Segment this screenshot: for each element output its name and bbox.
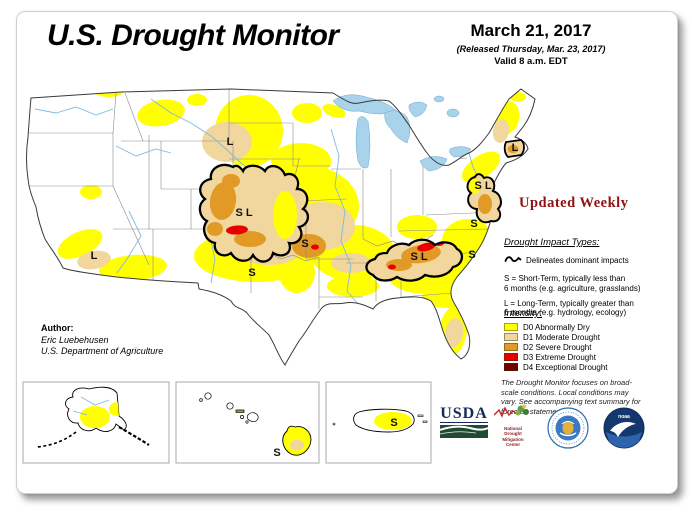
- drought-d3-layer: [311, 244, 319, 250]
- impact-label-connecticut: L: [512, 142, 519, 154]
- intensity-label-d3: D3 Extreme Drought: [523, 352, 596, 362]
- swatch-d1: [504, 333, 518, 341]
- usda-field-icon: [439, 425, 489, 438]
- intensity-level-d2: D2 Severe Drought: [504, 342, 676, 352]
- date-block: March 21, 2017 (Released Thursday, Mar. …: [441, 21, 621, 67]
- swatch-d0: [504, 323, 518, 331]
- swatch-d3: [504, 353, 518, 361]
- inset-hawaii: [199, 392, 312, 456]
- swatch-d2: [504, 343, 518, 351]
- long-term-definition: L = Long-Term, typically greater than 6 …: [504, 298, 634, 318]
- valid-time: Valid 8 a.m. EDT: [494, 56, 568, 67]
- intensity-label-d1: D1 Moderate Drought: [523, 332, 600, 342]
- impact-label-southeast: S L: [410, 251, 427, 263]
- impact-region-connecticut: [503, 139, 525, 158]
- great-lakes: [332, 94, 472, 172]
- ndmc-icon: [493, 404, 529, 418]
- usda-logo: USDA: [438, 405, 490, 444]
- author-org: U.S. Department of Agriculture: [41, 346, 164, 357]
- disclaimer-text: The Drought Monitor focuses on broad- sc…: [501, 378, 641, 416]
- impact-region-southeast: [365, 238, 464, 282]
- impact-outline-icon: [504, 251, 522, 269]
- impact-region-northeast: [466, 173, 502, 224]
- short-term-definition: S = Short-Term, typically less than 6 mo…: [504, 274, 641, 293]
- intensity-heading: Intensity:: [504, 308, 543, 319]
- impact-label-carolina-coast: S: [468, 249, 475, 261]
- usda-wordmark: USDA: [440, 405, 488, 423]
- noaa-logo: noaa: [603, 407, 645, 449]
- intensity-label-d4: D4 Exceptional Drought: [523, 362, 608, 372]
- intensity-level-d1: D1 Moderate Drought: [504, 332, 676, 342]
- impact-label-missouri-ozarks: S: [301, 238, 308, 250]
- updated-weekly-note: Updated Weekly: [519, 195, 629, 211]
- intensity-rows: D0 Abnormally Dry D1 Moderate Drought D2 S…: [504, 322, 676, 372]
- ndmc-logo: National Drought Mitigation Center: [493, 403, 533, 448]
- intensity-level-d0: D0 Abnormally Dry: [504, 322, 676, 332]
- swatch-d4: [504, 363, 518, 371]
- us-drought-map: L S L S S L S L S S S L L S S: [22, 88, 536, 464]
- impact-label-puerto-rico: S: [390, 417, 397, 429]
- impact-label-north-texas: S: [248, 267, 255, 279]
- impact-region-central-plains: [198, 163, 310, 263]
- commerce-seal: [547, 407, 589, 449]
- inset-puerto-rico: [332, 408, 428, 433]
- page-title: U.S. Drought Monitor: [47, 19, 339, 52]
- intensity-level-d3: D3 Extreme Drought: [504, 352, 676, 362]
- ndmc-name: National Drought Mitigation Center: [502, 426, 524, 448]
- impact-types-legend: Drought Impact Types: Delineates dominan…: [504, 237, 676, 318]
- impact-label-south-dakota: L: [227, 136, 234, 148]
- intensity-legend: Intensity: D0 Abnormally Dry D1 Moderate …: [504, 308, 676, 372]
- intensity-level-d4: D4 Exceptional Drought: [504, 362, 676, 372]
- impact-label-arizona: L: [91, 250, 98, 262]
- conus-outline: [26, 88, 536, 366]
- impact-label-central-plains: S L: [235, 207, 252, 219]
- delineates-label: Delineates dominant impacts: [526, 255, 629, 265]
- impact-types-heading: Drought Impact Types:: [504, 237, 600, 248]
- impact-label-northeast: S L: [474, 180, 491, 192]
- svg-text:noaa: noaa: [618, 414, 630, 420]
- inset-alaska: [36, 386, 150, 448]
- impact-label-hawaii: S: [273, 447, 280, 459]
- intensity-label-d2: D2 Severe Drought: [523, 342, 592, 352]
- author-name: Eric Luebehusen: [41, 334, 109, 345]
- intensity-label-d0: D0 Abnormally Dry: [523, 322, 590, 332]
- author-block: Author: Eric Luebehusen U.S. Department …: [41, 323, 163, 358]
- report-date: March 21, 2017: [470, 21, 592, 40]
- release-date: (Released Thursday, Mar. 23, 2017): [456, 44, 606, 54]
- impact-label-virginia: S: [470, 218, 477, 230]
- impact-labels: L S L S S L S L S S S L L S S: [91, 136, 519, 459]
- author-heading: Author:: [41, 323, 74, 333]
